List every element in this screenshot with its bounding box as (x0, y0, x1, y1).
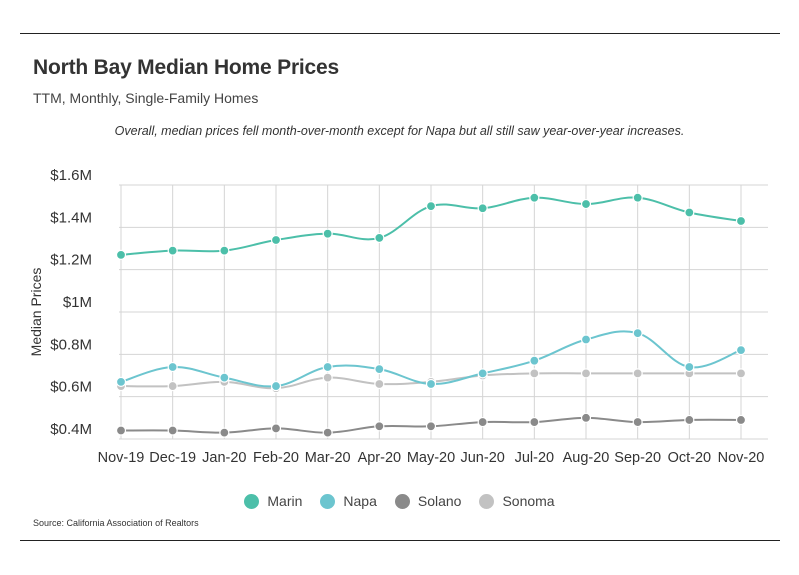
data-point-marin (529, 192, 540, 203)
chart-title: North Bay Median Home Prices (33, 56, 339, 79)
y-tick-label: $0.8M (50, 336, 92, 353)
data-point-marin (115, 249, 127, 260)
data-point-sonoma (735, 368, 747, 379)
x-tick-label: May-20 (407, 450, 455, 466)
data-point-solano (167, 425, 178, 436)
x-tick-label: Oct-20 (668, 450, 712, 466)
legend-label-napa: Napa (343, 493, 377, 509)
data-point-napa (580, 334, 592, 345)
data-point-marin (580, 198, 592, 210)
data-point-marin (684, 207, 695, 218)
legend-item-marin: Marin (244, 493, 302, 509)
data-point-napa (684, 361, 695, 373)
data-point-marin (374, 232, 385, 244)
bottom-rule (20, 540, 780, 541)
data-point-marin (425, 201, 437, 212)
legend-label-solano: Solano (417, 493, 462, 509)
data-point-napa (115, 376, 127, 387)
data-point-napa (374, 364, 385, 375)
data-point-sonoma (580, 368, 592, 379)
data-point-napa (632, 328, 643, 339)
data-point-marin (167, 245, 178, 256)
source-note: Source: California Association of Realto… (33, 518, 199, 528)
data-point-solano (735, 414, 747, 426)
data-point-sonoma (322, 372, 333, 383)
data-point-marin (219, 245, 230, 256)
x-tick-label: Nov-19 (98, 450, 145, 466)
data-point-solano (580, 412, 592, 423)
legend-label-marin: Marin (267, 493, 303, 509)
x-tick-label: Jan-20 (202, 450, 246, 466)
x-tick-label: Dec-19 (149, 450, 196, 466)
y-tick-label: $0.6M (50, 379, 92, 396)
data-point-solano (425, 421, 437, 432)
chart-note: Overall, median prices fell month-over-m… (114, 124, 685, 138)
data-point-napa (219, 372, 230, 383)
legend-swatch-napa (320, 493, 336, 509)
data-point-solano (270, 423, 282, 434)
y-tick-label: $1.6M (50, 167, 92, 184)
data-point-marin (735, 215, 747, 227)
data-point-marin (270, 234, 282, 246)
data-point-solano (219, 427, 230, 438)
data-point-solano (115, 425, 127, 436)
data-point-napa (735, 345, 747, 356)
data-point-solano (322, 427, 333, 438)
legend-item-solano: Solano (394, 493, 462, 509)
y-axis-label: Median Prices (28, 268, 44, 357)
legend-label-sonoma: Sonoma (502, 493, 555, 509)
data-point-sonoma (374, 378, 385, 390)
data-point-solano (529, 416, 540, 428)
data-point-solano (374, 421, 385, 432)
data-point-napa (477, 368, 488, 379)
top-rule (20, 33, 780, 34)
data-point-marin (322, 228, 333, 239)
data-point-napa (270, 380, 282, 392)
data-point-marin (632, 192, 643, 203)
x-tick-label: Mar-20 (305, 450, 351, 466)
chart-subtitle: TTM, Monthly, Single-Family Homes (33, 90, 259, 106)
x-tick-label: Apr-20 (358, 450, 402, 466)
legend-swatch-marin (244, 493, 260, 509)
data-point-napa (529, 355, 540, 366)
data-point-solano (477, 416, 488, 428)
data-point-sonoma (529, 368, 540, 379)
legend-swatch-solano (394, 493, 410, 509)
data-point-solano (684, 414, 695, 426)
legend-item-sonoma: Sonoma (479, 493, 555, 509)
legend-item-napa: Napa (320, 493, 377, 509)
data-point-napa (322, 361, 333, 373)
chart-legend: Marin Napa Solano Sonoma (0, 493, 799, 509)
data-point-sonoma (632, 368, 643, 379)
x-tick-label: Jun-20 (460, 450, 504, 466)
data-point-napa (425, 378, 437, 390)
y-tick-label: $1M (63, 294, 92, 311)
y-tick-label: $1.2M (50, 252, 92, 269)
data-point-napa (167, 361, 178, 373)
y-tick-label: $1.4M (50, 209, 92, 226)
data-point-sonoma (167, 380, 178, 392)
line-chart: $0.4M $0.6M $0.8M $1M $1.2M $1.4M $1.6M Nov-19 D… (28, 167, 768, 466)
legend-swatch-sonoma (479, 493, 495, 509)
y-tick-label: $0.4M (50, 421, 92, 438)
data-point-marin (477, 203, 488, 214)
x-tick-label: Sep-20 (614, 450, 661, 466)
data-point-solano (632, 416, 643, 428)
x-tick-label: Aug-20 (563, 450, 610, 466)
x-tick-label: Nov-20 (718, 450, 765, 466)
x-tick-label: Feb-20 (253, 450, 299, 466)
x-tick-label: Jul-20 (515, 450, 555, 466)
